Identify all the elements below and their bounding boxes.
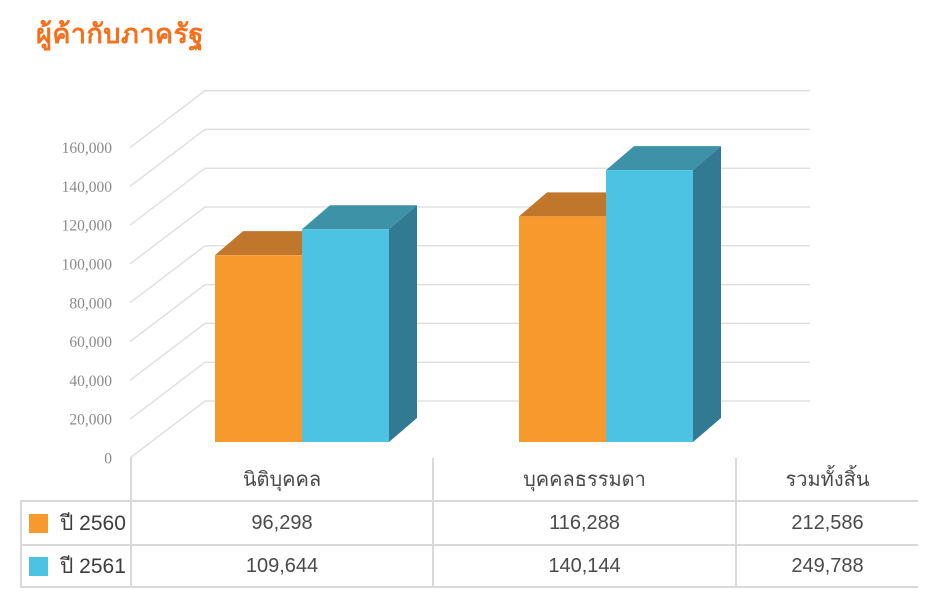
page-title: ผู้ค้ากับภาครัฐ — [36, 19, 204, 49]
bar-side-1-1 — [693, 146, 721, 442]
y-tick-label: 100,000 — [62, 257, 113, 274]
bar-top-1-1 — [606, 146, 721, 171]
column-header-total: รวมทั้งสิ้น — [735, 458, 918, 500]
y-tick-label: 120,000 — [62, 218, 113, 235]
bar-top-0-1 — [519, 192, 634, 217]
y-tick-label: 140,000 — [62, 179, 113, 196]
legend-row-2561: ปี 2561 — [20, 544, 130, 588]
y-gridline — [129, 89, 810, 149]
bar-front-1-0 — [302, 229, 389, 442]
bar-side-1-0 — [389, 205, 417, 442]
legend-swatch-2560 — [29, 513, 48, 533]
y-tick-label: 20,000 — [69, 412, 112, 429]
bar-top-1-0 — [302, 205, 417, 230]
legend-swatch-2561 — [29, 556, 48, 576]
column-header-bukkhontammada: บุคคลธรรมดา — [432, 458, 735, 500]
table-cell: 96,298 — [130, 500, 432, 544]
bar-front-0-0 — [215, 255, 302, 442]
data-table: นิติบุคคล บุคคลธรรมดา รวมทั้งสิ้น ปี 256… — [20, 458, 918, 588]
bar-front-1-1 — [606, 170, 693, 442]
y-tick-label: 80,000 — [69, 295, 112, 312]
table-cell: 140,144 — [432, 544, 735, 588]
y-tick-label: 160,000 — [62, 140, 113, 157]
bar-top-0-0 — [215, 231, 330, 256]
legend-row-2560: ปี 2560 — [20, 500, 130, 544]
table-cell: 116,288 — [432, 500, 735, 544]
table-corner-cell — [20, 458, 130, 500]
y-tick-label: 0 — [104, 451, 112, 468]
y-gridline — [129, 128, 810, 187]
legend-label-2560: ปี 2560 — [60, 511, 126, 535]
y-tick-label: 40,000 — [69, 373, 112, 390]
table-cell: 212,586 — [735, 500, 918, 544]
bar-front-0-1 — [519, 216, 606, 442]
column-header-nitibukkhon: นิติบุคคล — [130, 458, 432, 500]
table-cell: 109,644 — [130, 544, 432, 588]
table-cell: 249,788 — [735, 544, 918, 588]
y-tick-label: 60,000 — [69, 334, 112, 351]
legend-label-2561: ปี 2561 — [60, 554, 126, 578]
